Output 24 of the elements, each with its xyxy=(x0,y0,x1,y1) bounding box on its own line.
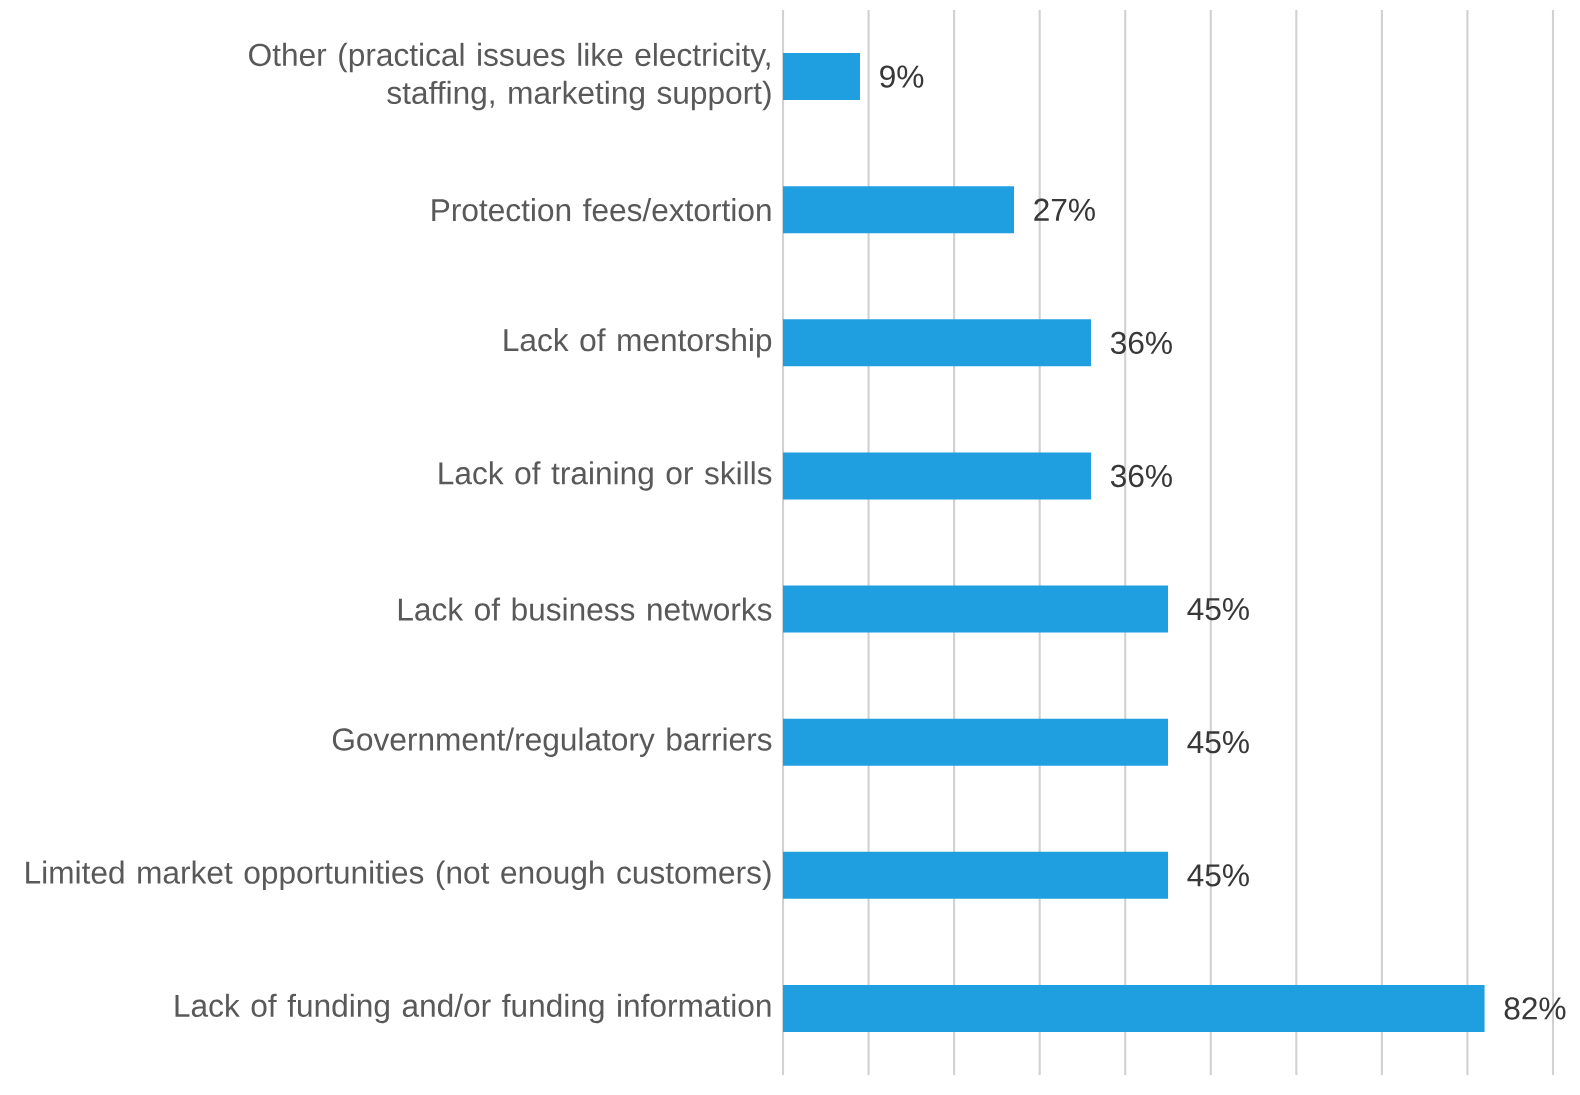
bar xyxy=(783,718,1169,766)
data-label: 45% xyxy=(1187,597,1249,621)
bar xyxy=(783,984,1485,1032)
y-tick-label: Limited market opportunities (not enough customers) xyxy=(26,860,771,891)
bar xyxy=(783,585,1169,633)
bar xyxy=(783,319,1091,367)
data-label: 45% xyxy=(1187,731,1249,754)
data-label: 36% xyxy=(1110,464,1172,488)
bar xyxy=(783,53,861,101)
bar xyxy=(783,452,1091,500)
y-tick-label: Lack of funding and/or funding information xyxy=(175,993,771,1024)
y-tick-label: Protection fees/extortion xyxy=(432,198,771,222)
data-label: 82% xyxy=(1504,997,1566,1020)
y-tick-label: Lack of mentorship xyxy=(504,328,772,358)
data-label: 36% xyxy=(1110,331,1172,354)
data-label: 27% xyxy=(1034,198,1095,221)
data-label: 9% xyxy=(880,65,924,88)
y-tick-label: Lack of business networks xyxy=(398,597,772,621)
y-tick-label: Government/regulatory barriers xyxy=(332,727,772,757)
bar xyxy=(783,186,1015,234)
data-label: 45% xyxy=(1187,864,1249,887)
y-tick-label: Lack of training or skills xyxy=(439,461,772,491)
bar xyxy=(783,851,1169,899)
y-tick-label: Other (practical issues like electricity, staffing, marketing support) xyxy=(249,42,771,111)
